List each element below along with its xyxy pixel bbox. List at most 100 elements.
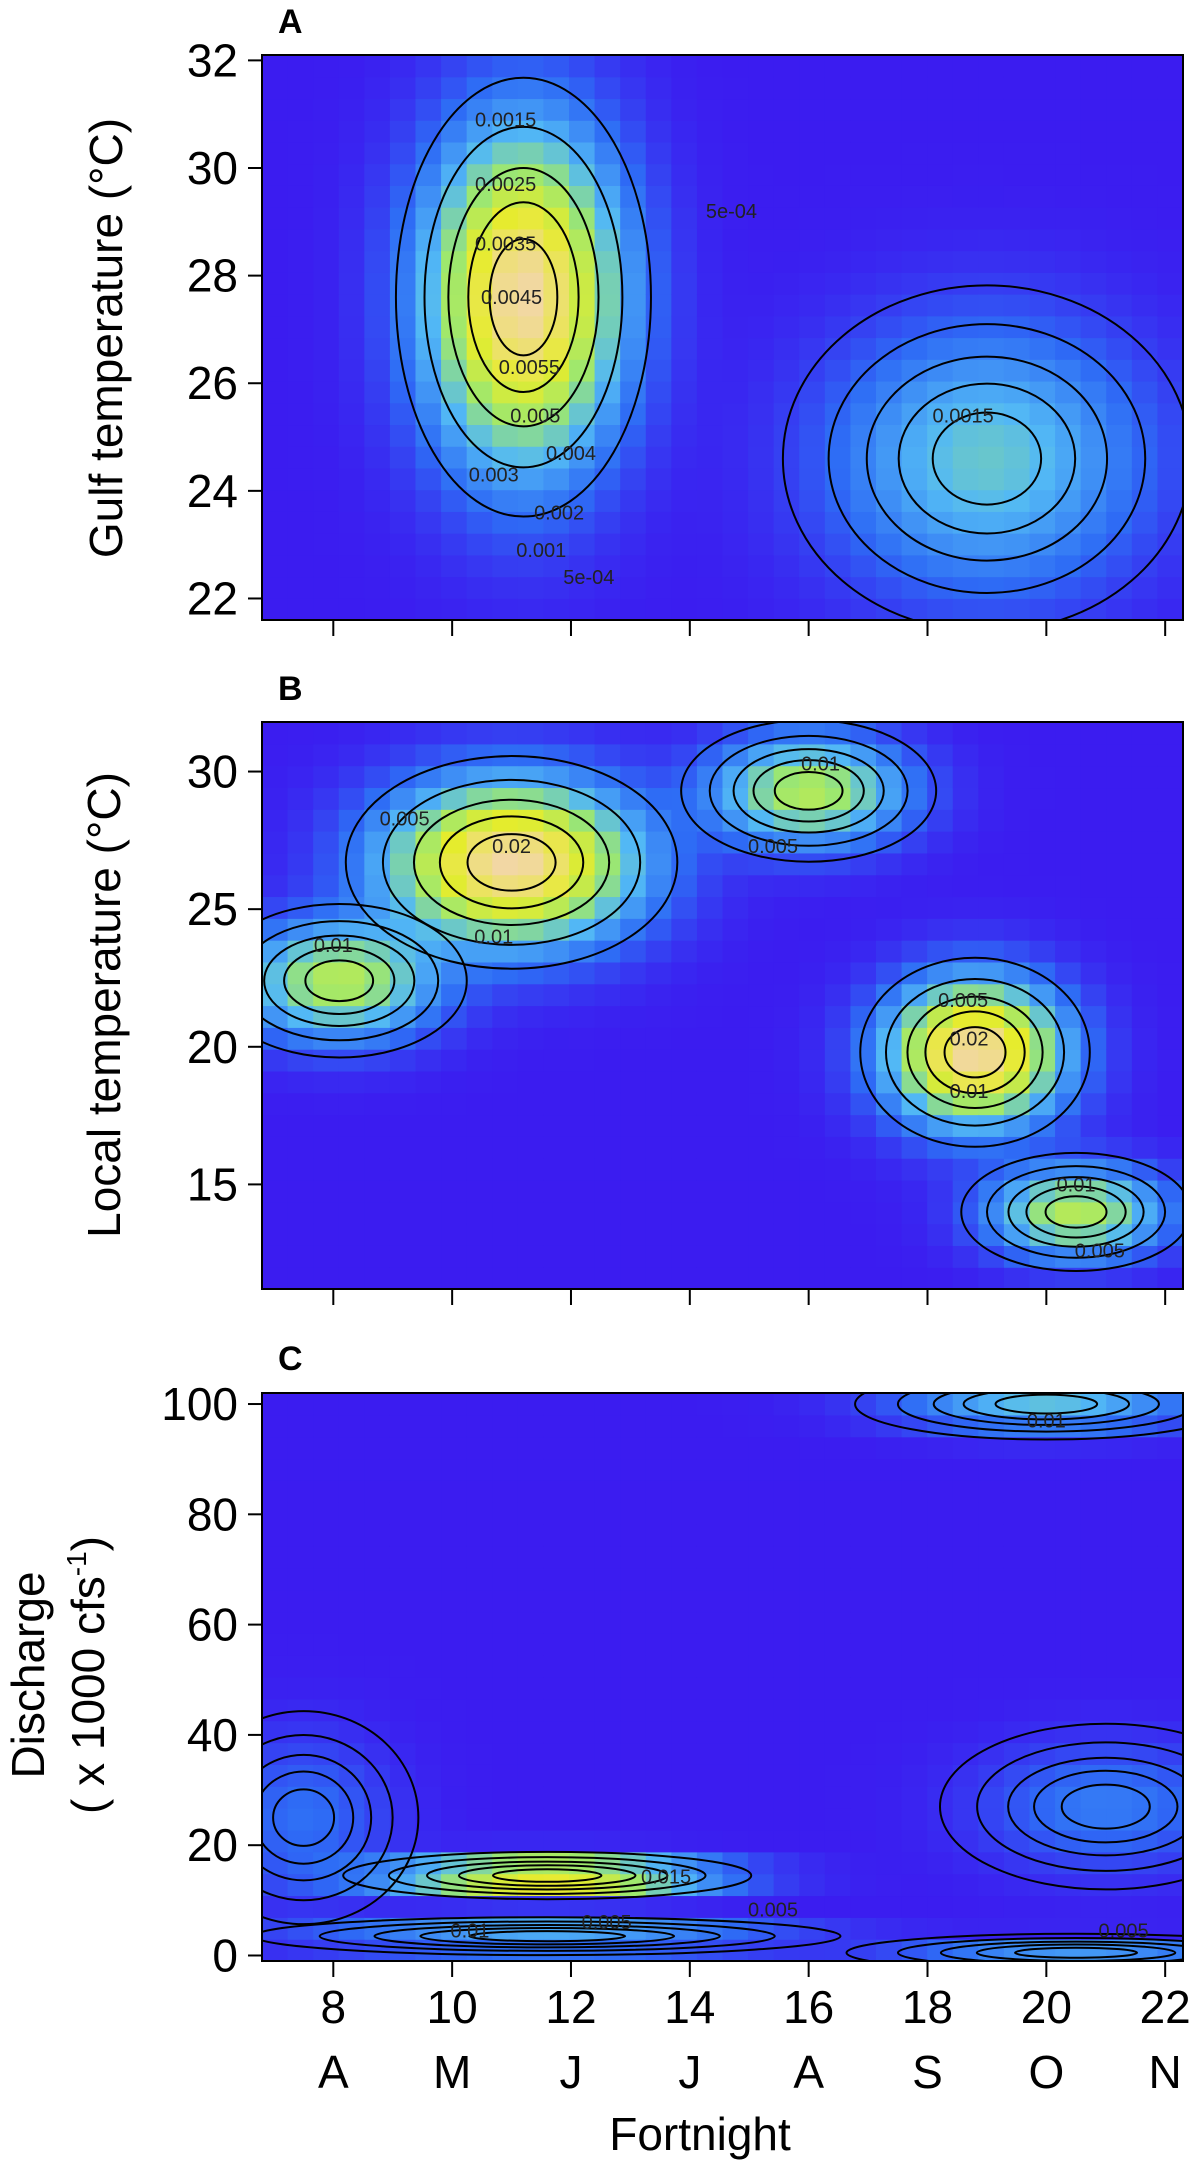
heat-cell xyxy=(620,1808,647,1831)
heat-cell xyxy=(1131,961,1159,985)
heat-cell xyxy=(952,250,979,273)
heat-cell xyxy=(645,1136,672,1159)
heat-cell xyxy=(313,1633,340,1656)
heat-cell xyxy=(850,1633,877,1656)
heat-cell xyxy=(1131,315,1159,339)
heat-cell xyxy=(313,1458,340,1481)
heat-cell xyxy=(1106,1873,1133,1897)
heat-cell xyxy=(671,1524,698,1547)
heat-cell xyxy=(364,1502,391,1525)
heat-cell xyxy=(1080,743,1107,767)
heat-cell xyxy=(517,1158,545,1181)
heat-cell xyxy=(517,983,545,1007)
heat-cell xyxy=(850,1808,877,1831)
month-label: O xyxy=(1028,2046,1064,2098)
heat-cell xyxy=(1029,380,1056,404)
heat-cell xyxy=(1080,533,1107,556)
heat-cell xyxy=(441,554,468,578)
heat-cell xyxy=(389,1742,417,1765)
heat-cell xyxy=(313,533,340,556)
heat-cell xyxy=(492,1436,519,1460)
heat-cell xyxy=(1029,1829,1056,1853)
heat-cell xyxy=(338,533,365,556)
heat-cell xyxy=(1157,1589,1183,1613)
heat-cell xyxy=(748,228,775,252)
heat-cell xyxy=(1029,511,1056,534)
heat-cell xyxy=(1055,1655,1082,1678)
heat-cell xyxy=(543,1179,570,1203)
heat-cell xyxy=(1106,874,1133,898)
heat-cell xyxy=(1106,918,1133,941)
month-label: M xyxy=(433,2046,471,2098)
heat-cell xyxy=(338,1567,365,1591)
heat-cell xyxy=(415,489,442,512)
heat-cell xyxy=(773,598,800,620)
heat-cell xyxy=(543,141,570,165)
heat-cell xyxy=(696,424,724,447)
heat-cell xyxy=(876,1136,903,1159)
heat-cell xyxy=(773,983,800,1007)
heat-cell xyxy=(517,1589,545,1613)
heat-cell xyxy=(415,1895,442,1918)
heat-cell xyxy=(696,315,724,339)
heat-cell xyxy=(1131,983,1159,1007)
heat-cell xyxy=(1029,337,1056,360)
heat-cell xyxy=(645,1633,672,1656)
heat-cell xyxy=(1055,76,1082,100)
heat-cell xyxy=(876,1851,903,1875)
heat-cell xyxy=(824,1414,852,1438)
heat-cell xyxy=(466,467,493,491)
heat-cell xyxy=(722,1005,749,1028)
heat-cell xyxy=(645,983,672,1007)
heat-cell xyxy=(901,141,928,165)
heat-cell xyxy=(722,874,749,898)
heat-cell xyxy=(1131,1873,1159,1897)
heat-cell xyxy=(773,554,800,578)
heat-cell xyxy=(364,809,391,832)
heat-cell xyxy=(594,1070,621,1094)
heat-cell xyxy=(773,1393,800,1416)
heat-cell xyxy=(901,1786,928,1809)
heat-cell xyxy=(287,1720,314,1744)
heat-cell xyxy=(262,1589,289,1613)
heat-cell xyxy=(773,1092,800,1116)
heat-cell xyxy=(696,163,724,186)
heat-cell xyxy=(671,722,698,745)
heat-cell xyxy=(543,1808,570,1831)
heat-cell xyxy=(952,1786,979,1809)
heat-cell xyxy=(338,940,365,963)
month-label: A xyxy=(318,2046,349,2098)
heat-cell xyxy=(313,1114,340,1137)
heat-cell xyxy=(748,98,775,121)
heat-cell xyxy=(773,533,800,556)
heat-cell xyxy=(1080,1742,1107,1765)
heat-cell xyxy=(671,1786,698,1809)
heat-cell xyxy=(722,1545,749,1569)
heat-cell xyxy=(901,76,928,100)
heat-cell xyxy=(773,1267,800,1289)
heat-cell xyxy=(287,55,314,78)
heat-cell xyxy=(262,1114,289,1137)
heat-cell xyxy=(543,1742,570,1765)
heat-cell xyxy=(594,809,621,832)
heat-cell xyxy=(773,446,800,469)
heat-cell xyxy=(1131,1851,1159,1875)
heat-cell xyxy=(799,1245,826,1268)
heat-cell xyxy=(1003,874,1031,898)
heat-cell xyxy=(492,1070,519,1094)
heat-cell xyxy=(1131,272,1159,295)
heat-cell xyxy=(594,1589,621,1613)
heat-cell xyxy=(978,1720,1005,1744)
heat-cell xyxy=(696,1764,724,1787)
heat-cell xyxy=(287,402,314,426)
heat-cell xyxy=(620,1524,647,1547)
heat-cell xyxy=(569,1414,596,1438)
heat-cell xyxy=(569,402,596,426)
heat-cell xyxy=(952,272,979,295)
heat-cell xyxy=(569,489,596,512)
heat-cell xyxy=(466,1633,493,1656)
heat-cell xyxy=(748,1245,775,1268)
heat-cell xyxy=(415,918,442,941)
heat-cell xyxy=(313,1720,340,1744)
heat-cell xyxy=(517,554,545,578)
